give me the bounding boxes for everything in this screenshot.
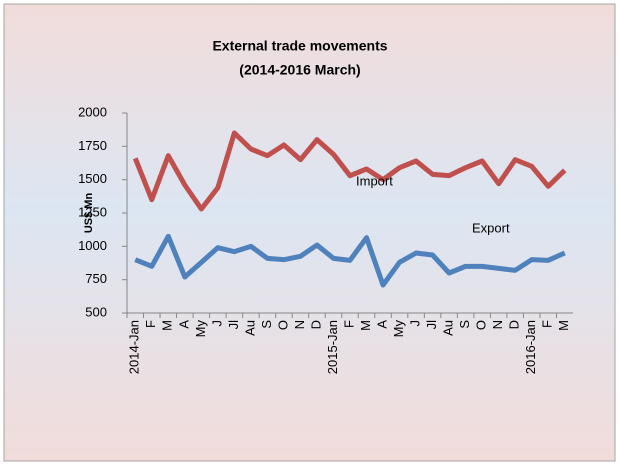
x-tick-label: F: [341, 320, 356, 328]
x-tick-label: A: [176, 320, 191, 329]
y-tick-label: 2000: [78, 104, 107, 119]
x-tick-label: Au: [441, 320, 456, 336]
y-tick-label: 1750: [78, 138, 107, 153]
y-axis-label: US$ Mn: [83, 193, 95, 234]
x-tick-label: J: [209, 320, 224, 327]
series-label: Export: [472, 220, 510, 235]
x-tick-label: Au: [242, 320, 257, 336]
x-tick-label: 2014-Jan: [127, 320, 142, 374]
x-tick-label: D: [507, 320, 522, 329]
x-tick-label: Jl: [226, 320, 241, 330]
x-tick-label: Jl: [424, 320, 439, 330]
x-tick-label: D: [308, 320, 323, 329]
chart-background: [3, 3, 616, 462]
x-tick-label: F: [540, 320, 555, 328]
x-tick-label: My: [193, 320, 208, 338]
y-tick-label: 1250: [78, 204, 107, 219]
x-tick-label: J: [408, 320, 423, 327]
line-series: [134, 233, 566, 288]
y-tick-label: 500: [85, 304, 107, 319]
x-tick-label: N: [490, 320, 505, 329]
x-tick-label: M: [160, 320, 175, 331]
series-label: Import: [356, 173, 393, 188]
x-tick-label: O: [474, 320, 489, 330]
y-tick-label: 750: [85, 271, 107, 286]
x-tick-label: My: [391, 320, 406, 338]
x-tick-label: 2015-Jan: [325, 320, 340, 374]
x-tick-label: M: [358, 320, 373, 331]
y-tick-label: 1000: [78, 238, 107, 253]
chart-title: External trade movements: [212, 38, 387, 54]
x-tick-label: O: [275, 320, 290, 330]
x-tick-label: S: [259, 320, 274, 329]
line-series: [132, 130, 567, 212]
x-tick-label: N: [292, 320, 307, 329]
x-tick-label: A: [374, 320, 389, 329]
x-tick-label: F: [143, 320, 158, 328]
x-tick-label: 2016-Jan: [523, 320, 538, 374]
x-tick-label: S: [457, 320, 472, 329]
y-tick-label: 1500: [78, 171, 107, 186]
chart-subtitle: (2014-2016 March): [239, 62, 360, 78]
x-tick-label: M: [556, 320, 571, 331]
